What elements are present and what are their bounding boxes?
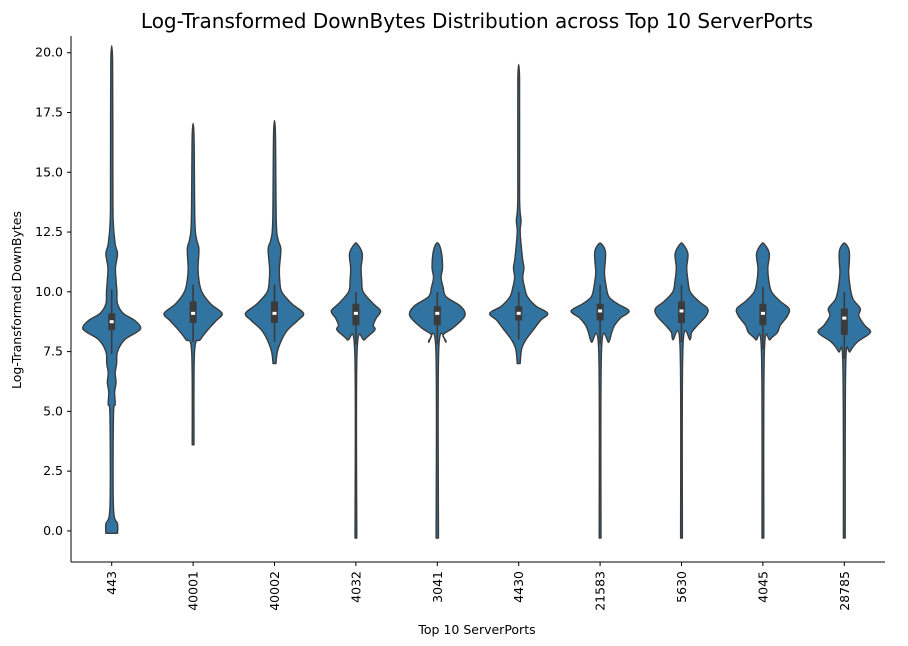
violin-median bbox=[191, 311, 196, 315]
x-tick-label: 40002 bbox=[267, 571, 282, 611]
y-tick-label: 7.5 bbox=[43, 344, 63, 359]
violin-median bbox=[109, 320, 114, 324]
y-tick-label: 17.5 bbox=[35, 105, 63, 120]
violin-body bbox=[488, 63, 549, 365]
violin-body bbox=[408, 242, 466, 539]
violin-40002 bbox=[244, 119, 305, 365]
violin-median bbox=[760, 311, 765, 315]
x-axis: 443 40001 40002 4032 3041 4430 21583 5630 4045 28… bbox=[71, 561, 885, 611]
y-tick-label: 2.5 bbox=[43, 463, 63, 478]
x-tick-label: 28785 bbox=[837, 571, 852, 611]
y-tick-label: 10.0 bbox=[35, 284, 63, 299]
violin-median bbox=[272, 311, 277, 315]
violin-4430 bbox=[488, 63, 549, 365]
y-axis-label: Log-Transformed DownBytes bbox=[9, 211, 24, 389]
violin-body bbox=[570, 242, 630, 539]
x-axis-label: Top 10 ServerPorts bbox=[417, 622, 535, 637]
x-tick-label: 4430 bbox=[511, 571, 526, 603]
x-tick-label: 3041 bbox=[430, 571, 445, 603]
violin-median bbox=[598, 309, 603, 313]
y-tick-label: 15.0 bbox=[35, 164, 63, 179]
x-tick-label: 443 bbox=[104, 571, 119, 595]
violin-median bbox=[842, 316, 847, 320]
chart-title: Log-Transformed DownBytes Distribution a… bbox=[141, 9, 813, 33]
y-axis: 0.0 2.5 5.0 7.5 10.0 12.5 15.0 17.5 20.0 bbox=[35, 36, 72, 562]
violin-median bbox=[353, 311, 358, 315]
violin-median bbox=[516, 311, 521, 315]
violin-median bbox=[435, 311, 440, 315]
violin-body bbox=[817, 242, 872, 539]
x-tick-label: 40001 bbox=[186, 571, 201, 611]
x-tick-label: 21583 bbox=[593, 571, 608, 611]
violin-body bbox=[654, 242, 709, 539]
y-tick-label: 5.0 bbox=[43, 403, 63, 418]
violin-layer bbox=[81, 45, 872, 539]
x-tick-label: 4032 bbox=[348, 571, 363, 603]
violin-median bbox=[679, 309, 684, 313]
y-tick-label: 0.0 bbox=[43, 523, 63, 538]
y-tick-label: 20.0 bbox=[35, 45, 63, 60]
violin-body bbox=[735, 242, 791, 539]
violin-28785 bbox=[817, 242, 872, 539]
violin-iqr-box bbox=[433, 306, 441, 326]
violin-40001 bbox=[163, 122, 223, 446]
x-tick-label: 4045 bbox=[755, 571, 770, 603]
violin-iqr-box bbox=[840, 308, 848, 335]
violin-body bbox=[244, 119, 305, 365]
violin-3041 bbox=[408, 242, 466, 539]
violin-body bbox=[330, 242, 382, 539]
violin-4045 bbox=[735, 242, 791, 539]
violin-443 bbox=[81, 45, 142, 535]
violin-21583 bbox=[570, 242, 630, 539]
x-tick-label: 5630 bbox=[674, 571, 689, 603]
y-tick-label: 12.5 bbox=[35, 224, 63, 239]
violin-5630 bbox=[654, 242, 709, 539]
violin-4032 bbox=[330, 242, 382, 539]
violin-body bbox=[163, 122, 223, 446]
